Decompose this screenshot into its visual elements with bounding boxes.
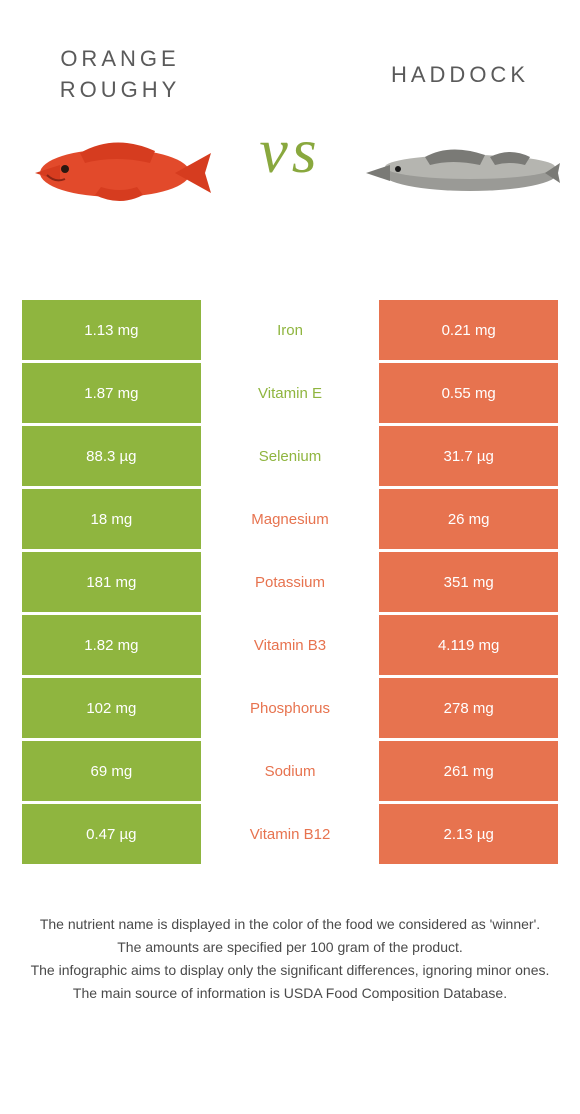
table-row: 102 mgPhosphorus278 mg	[22, 678, 558, 738]
left-food-title: Orange roughy	[20, 40, 220, 110]
left-value-cell: 1.82 mg	[22, 615, 201, 675]
right-value-cell: 26 mg	[379, 489, 558, 549]
left-value-cell: 88.3 µg	[22, 426, 201, 486]
footer-line: The amounts are specified per 100 gram o…	[20, 937, 560, 958]
table-row: 181 mgPotassium351 mg	[22, 552, 558, 612]
left-value-cell: 18 mg	[22, 489, 201, 549]
left-value-cell: 69 mg	[22, 741, 201, 801]
table-row: 1.87 mgVitamin E0.55 mg	[22, 363, 558, 423]
left-value-cell: 102 mg	[22, 678, 201, 738]
haddock-icon	[360, 110, 560, 230]
table-row: 1.13 mgIron0.21 mg	[22, 300, 558, 360]
nutrient-comparison-table: 1.13 mgIron0.21 mg1.87 mgVitamin E0.55 m…	[22, 300, 558, 864]
left-food-column: Orange roughy	[20, 40, 220, 230]
right-value-cell: 31.7 µg	[379, 426, 558, 486]
table-row: 1.82 mgVitamin B34.119 mg	[22, 615, 558, 675]
right-value-cell: 278 mg	[379, 678, 558, 738]
left-value-cell: 0.47 µg	[22, 804, 201, 864]
comparison-header: Orange roughy vs Haddock	[0, 0, 580, 260]
nutrient-label-cell: Sodium	[201, 741, 380, 801]
table-row: 0.47 µgVitamin B122.13 µg	[22, 804, 558, 864]
table-row: 69 mgSodium261 mg	[22, 741, 558, 801]
right-food-title: Haddock	[391, 40, 529, 110]
nutrient-label-cell: Vitamin E	[201, 363, 380, 423]
left-value-cell: 181 mg	[22, 552, 201, 612]
right-value-cell: 0.21 mg	[379, 300, 558, 360]
right-value-cell: 261 mg	[379, 741, 558, 801]
footer-line: The infographic aims to display only the…	[20, 960, 560, 981]
right-value-cell: 2.13 µg	[379, 804, 558, 864]
table-row: 88.3 µgSelenium31.7 µg	[22, 426, 558, 486]
nutrient-label-cell: Vitamin B12	[201, 804, 380, 864]
right-value-cell: 0.55 mg	[379, 363, 558, 423]
right-value-cell: 4.119 mg	[379, 615, 558, 675]
footer-notes: The nutrient name is displayed in the co…	[20, 914, 560, 1004]
right-value-cell: 351 mg	[379, 552, 558, 612]
nutrient-label-cell: Iron	[201, 300, 380, 360]
footer-line: The main source of information is USDA F…	[20, 983, 560, 1004]
footer-line: The nutrient name is displayed in the co…	[20, 914, 560, 935]
nutrient-label-cell: Potassium	[201, 552, 380, 612]
nutrient-label-cell: Selenium	[201, 426, 380, 486]
nutrient-label-cell: Magnesium	[201, 489, 380, 549]
table-row: 18 mgMagnesium26 mg	[22, 489, 558, 549]
orange-roughy-icon	[25, 110, 215, 230]
left-value-cell: 1.13 mg	[22, 300, 201, 360]
nutrient-label-cell: Vitamin B3	[201, 615, 380, 675]
left-value-cell: 1.87 mg	[22, 363, 201, 423]
vs-label: vs	[259, 114, 320, 188]
right-food-column: Haddock	[360, 40, 560, 230]
nutrient-label-cell: Phosphorus	[201, 678, 380, 738]
